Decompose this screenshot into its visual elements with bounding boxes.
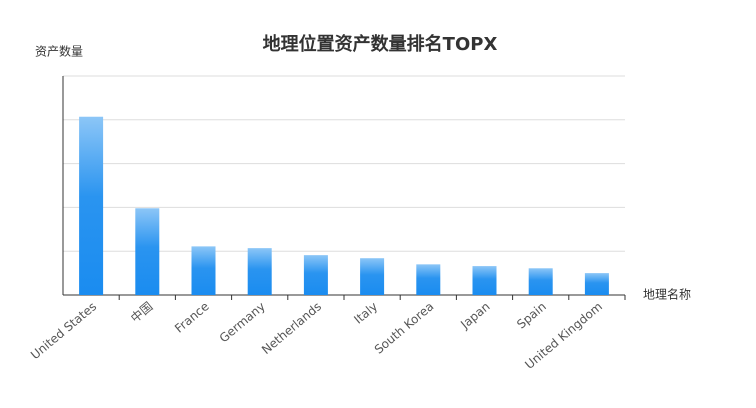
bar bbox=[528, 268, 553, 295]
y-axis-label: 资产数量 bbox=[35, 44, 83, 59]
bar bbox=[303, 255, 328, 295]
bar bbox=[247, 248, 272, 295]
bar bbox=[472, 266, 497, 295]
chart-title: 地理位置资产数量排名TOPX bbox=[263, 33, 498, 55]
bar bbox=[416, 264, 441, 295]
bar bbox=[360, 258, 385, 295]
x-tick-label: Japan bbox=[457, 299, 492, 332]
x-tick-label: Spain bbox=[514, 299, 549, 331]
x-tick-label: Italy bbox=[351, 299, 380, 326]
x-tick-label: South Korea bbox=[372, 299, 437, 356]
x-tick-label: Netherlands bbox=[259, 299, 324, 357]
x-tick-label: 中国 bbox=[127, 298, 155, 325]
bar bbox=[135, 208, 160, 295]
x-tick-label: United States bbox=[28, 299, 99, 362]
x-tick-label: Germany bbox=[217, 299, 268, 345]
x-tick-label: France bbox=[172, 299, 212, 335]
bar bbox=[191, 246, 216, 295]
bar bbox=[79, 116, 104, 295]
x-axis-label: 地理名称 bbox=[643, 287, 691, 302]
bar bbox=[584, 273, 609, 295]
